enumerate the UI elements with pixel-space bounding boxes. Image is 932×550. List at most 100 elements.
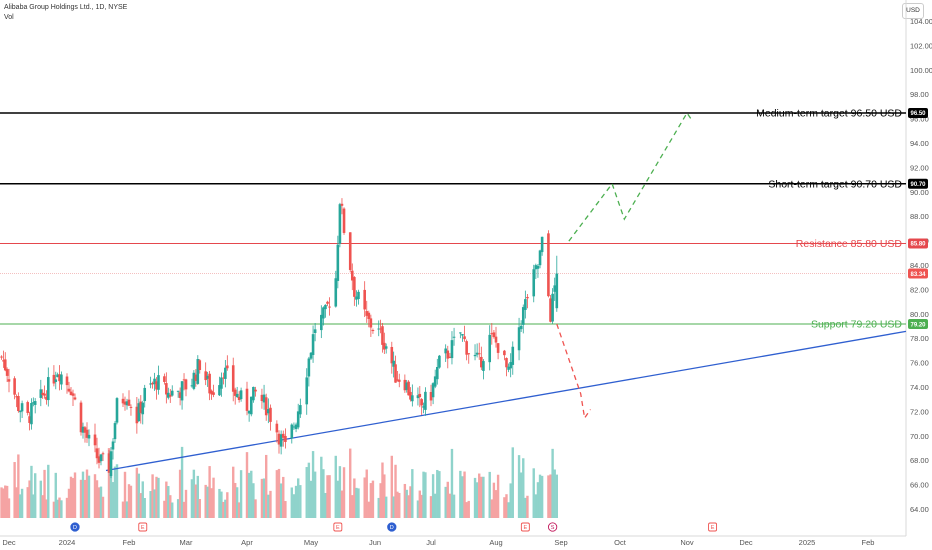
candle-body <box>111 441 115 450</box>
volume-bar <box>416 500 420 518</box>
volume-bar <box>239 470 243 518</box>
volume-bar <box>536 482 540 518</box>
candle-body <box>5 369 9 376</box>
x-tick-label: Dec <box>739 538 753 547</box>
candle-body <box>446 350 450 359</box>
volume-bar <box>475 482 479 518</box>
candle-body <box>198 360 202 370</box>
candle-body <box>45 396 48 400</box>
candle-body <box>254 389 257 392</box>
volume-bar <box>67 488 71 518</box>
volume-bar <box>190 479 194 518</box>
currency-selector[interactable]: USD <box>902 3 924 19</box>
candle-body <box>165 383 168 395</box>
y-tick-label: 98.00 <box>910 90 929 99</box>
candle-body <box>367 312 371 319</box>
candle-body <box>151 382 154 385</box>
volume-bar <box>326 475 329 518</box>
candle-body <box>239 390 243 400</box>
candle-body <box>538 250 542 266</box>
volume-bar <box>194 484 198 518</box>
candle-body <box>371 330 375 332</box>
volume-bar <box>355 487 358 518</box>
volume-bar <box>420 494 423 518</box>
y-tick-label: 66.00 <box>910 481 929 490</box>
volume-bar <box>353 478 356 518</box>
volume-bar <box>167 486 170 518</box>
candle-body <box>521 307 525 325</box>
candle-body <box>69 391 73 396</box>
candle-body <box>39 389 43 398</box>
bullish-projection-path <box>568 111 694 242</box>
candle-body <box>264 397 268 416</box>
volume-bar <box>250 470 253 518</box>
volume-bar <box>369 483 373 518</box>
volume-bar <box>452 494 456 518</box>
candle-body <box>524 299 527 310</box>
candle-body <box>157 375 160 390</box>
volume-bar <box>39 480 43 518</box>
candle-body <box>294 424 298 430</box>
x-tick-label: Nov <box>680 538 694 547</box>
volume-bar <box>478 473 481 518</box>
candle-body <box>390 346 394 364</box>
x-tick-label: Feb <box>862 538 875 547</box>
candle-body <box>409 391 412 400</box>
volume-bar <box>69 476 73 518</box>
candle-body <box>279 434 283 447</box>
candle-body <box>549 298 552 322</box>
volume-bar <box>182 501 186 518</box>
candle-body <box>245 388 249 411</box>
x-tick-label: Dec <box>2 538 16 547</box>
volume-bar <box>381 462 384 518</box>
candle-body <box>7 379 11 382</box>
candle-body <box>448 356 452 358</box>
volume-bar <box>141 481 144 518</box>
volume-bar <box>334 455 337 518</box>
volume-bar <box>237 502 241 518</box>
volume-bar <box>109 458 113 518</box>
volume-bar <box>139 493 142 518</box>
volume-bar <box>121 501 125 518</box>
volume-bar <box>357 488 360 518</box>
volume-bar <box>307 462 311 518</box>
volume-bar <box>431 474 435 518</box>
chart-title: Alibaba Group Holdings Ltd., 1D, NYSE <box>4 4 128 11</box>
volume-bar <box>309 480 313 518</box>
volume-bar <box>137 473 141 518</box>
candle-body <box>490 333 494 335</box>
candle-body <box>379 328 382 330</box>
candle-body <box>224 367 227 379</box>
volume-bar <box>320 456 323 518</box>
candle-body <box>336 244 340 281</box>
volume-bar <box>7 498 11 518</box>
candle-body <box>123 401 127 405</box>
y-tick-label: 92.00 <box>910 163 929 172</box>
candle-body <box>149 383 152 385</box>
price-tag-text-resistance: 85.80 <box>910 242 926 248</box>
x-tick-label: Mar <box>180 538 193 547</box>
candle-body <box>342 208 346 233</box>
event-marker-letter: E <box>711 525 715 531</box>
volume-bar <box>342 467 346 518</box>
candle-body <box>355 296 358 300</box>
volume-bar <box>81 471 85 518</box>
volume-bar <box>409 486 412 518</box>
candle-body <box>290 424 294 439</box>
volume-bar <box>277 468 281 518</box>
earnings-marker <box>333 522 343 532</box>
candle-body <box>334 278 338 307</box>
candle-body <box>168 394 172 397</box>
volume-bar <box>540 475 544 518</box>
x-tick-label: Jun <box>369 538 381 547</box>
candle-body <box>113 423 117 440</box>
volume-bar <box>224 499 227 518</box>
split-marker <box>547 522 558 532</box>
candle-body <box>20 403 24 412</box>
volume-bar <box>524 497 527 518</box>
volume-bar <box>403 483 407 518</box>
volume-bar <box>555 474 559 518</box>
candle-body <box>492 332 496 338</box>
candle-body <box>269 407 272 422</box>
